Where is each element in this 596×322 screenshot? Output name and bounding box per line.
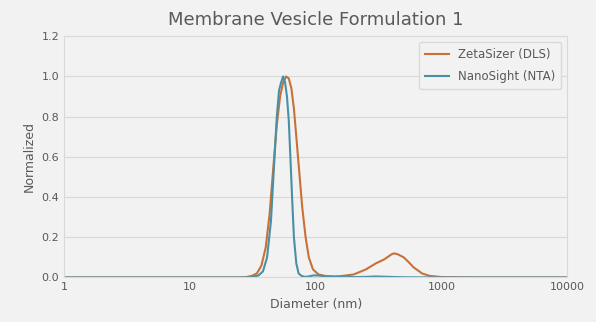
ZetaSizer (DLS) xyxy=(395,252,402,256)
NanoSight (NTA) xyxy=(309,273,316,277)
NanoSight (NTA) xyxy=(224,276,231,279)
NanoSight (NTA) xyxy=(255,273,262,277)
ZetaSizer (DLS) xyxy=(148,276,156,279)
NanoSight (NTA) xyxy=(148,276,156,279)
ZetaSizer (DLS) xyxy=(302,235,309,239)
ZetaSizer (DLS) xyxy=(290,107,297,110)
ZetaSizer (DLS) xyxy=(331,275,338,279)
NanoSight (NTA) xyxy=(280,74,287,78)
ZetaSizer (DLS) xyxy=(338,274,345,278)
NanoSight (NTA) xyxy=(302,275,309,279)
ZetaSizer (DLS) xyxy=(315,272,322,276)
NanoSight (NTA) xyxy=(263,255,271,259)
ZetaSizer (DLS) xyxy=(564,276,571,279)
ZetaSizer (DLS) xyxy=(258,263,265,267)
NanoSight (NTA) xyxy=(362,275,370,279)
NanoSight (NTA) xyxy=(268,219,275,223)
NanoSight (NTA) xyxy=(271,155,278,159)
ZetaSizer (DLS) xyxy=(61,276,68,279)
Title: Membrane Vesicle Formulation 1: Membrane Vesicle Formulation 1 xyxy=(168,11,464,29)
ZetaSizer (DLS) xyxy=(224,276,231,279)
ZetaSizer (DLS) xyxy=(350,272,357,276)
NanoSight (NTA) xyxy=(278,80,285,84)
ZetaSizer (DLS) xyxy=(248,274,255,278)
NanoSight (NTA) xyxy=(290,235,297,239)
ZetaSizer (DLS) xyxy=(362,268,370,271)
ZetaSizer (DLS) xyxy=(418,271,426,275)
NanoSight (NTA) xyxy=(322,275,330,279)
ZetaSizer (DLS) xyxy=(381,258,388,261)
ZetaSizer (DLS) xyxy=(293,135,300,139)
ZetaSizer (DLS) xyxy=(285,77,293,80)
ZetaSizer (DLS) xyxy=(322,274,330,278)
NanoSight (NTA) xyxy=(564,276,571,279)
NanoSight (NTA) xyxy=(281,80,288,84)
ZetaSizer (DLS) xyxy=(283,74,290,78)
NanoSight (NTA) xyxy=(372,275,380,279)
ZetaSizer (DLS) xyxy=(277,95,284,99)
ZetaSizer (DLS) xyxy=(273,123,280,127)
NanoSight (NTA) xyxy=(295,271,302,275)
NanoSight (NTA) xyxy=(246,276,253,279)
Y-axis label: Normalized: Normalized xyxy=(23,121,36,192)
ZetaSizer (DLS) xyxy=(253,271,260,275)
Legend: ZetaSizer (DLS), NanoSight (NTA): ZetaSizer (DLS), NanoSight (NTA) xyxy=(420,42,561,90)
ZetaSizer (DLS) xyxy=(438,275,445,279)
NanoSight (NTA) xyxy=(287,159,294,163)
NanoSight (NTA) xyxy=(315,273,322,277)
ZetaSizer (DLS) xyxy=(187,276,194,279)
NanoSight (NTA) xyxy=(298,274,305,278)
NanoSight (NTA) xyxy=(305,275,312,279)
NanoSight (NTA) xyxy=(61,276,68,279)
ZetaSizer (DLS) xyxy=(309,268,316,271)
ZetaSizer (DLS) xyxy=(476,276,483,279)
ZetaSizer (DLS) xyxy=(270,165,277,169)
ZetaSizer (DLS) xyxy=(405,260,412,264)
NanoSight (NTA) xyxy=(438,276,445,279)
NanoSight (NTA) xyxy=(259,270,266,273)
NanoSight (NTA) xyxy=(285,119,293,123)
Line: ZetaSizer (DLS): ZetaSizer (DLS) xyxy=(64,76,567,278)
NanoSight (NTA) xyxy=(288,199,296,203)
ZetaSizer (DLS) xyxy=(237,276,244,279)
Line: NanoSight (NTA): NanoSight (NTA) xyxy=(64,76,567,278)
ZetaSizer (DLS) xyxy=(426,274,433,278)
ZetaSizer (DLS) xyxy=(243,275,250,279)
ZetaSizer (DLS) xyxy=(266,211,273,215)
ZetaSizer (DLS) xyxy=(288,87,295,90)
NanoSight (NTA) xyxy=(334,275,342,279)
ZetaSizer (DLS) xyxy=(526,276,533,279)
NanoSight (NTA) xyxy=(273,115,280,118)
NanoSight (NTA) xyxy=(283,95,290,99)
ZetaSizer (DLS) xyxy=(410,265,417,269)
ZetaSizer (DLS) xyxy=(305,255,312,259)
ZetaSizer (DLS) xyxy=(262,245,269,249)
NanoSight (NTA) xyxy=(293,261,300,265)
ZetaSizer (DLS) xyxy=(388,252,395,256)
ZetaSizer (DLS) xyxy=(280,80,287,84)
ZetaSizer (DLS) xyxy=(390,251,398,255)
NanoSight (NTA) xyxy=(350,275,357,279)
NanoSight (NTA) xyxy=(400,275,407,279)
X-axis label: Diameter (nm): Diameter (nm) xyxy=(269,298,362,311)
ZetaSizer (DLS) xyxy=(296,171,303,175)
ZetaSizer (DLS) xyxy=(400,255,407,259)
NanoSight (NTA) xyxy=(275,89,283,92)
NanoSight (NTA) xyxy=(187,276,194,279)
ZetaSizer (DLS) xyxy=(372,261,380,265)
ZetaSizer (DLS) xyxy=(299,205,306,209)
